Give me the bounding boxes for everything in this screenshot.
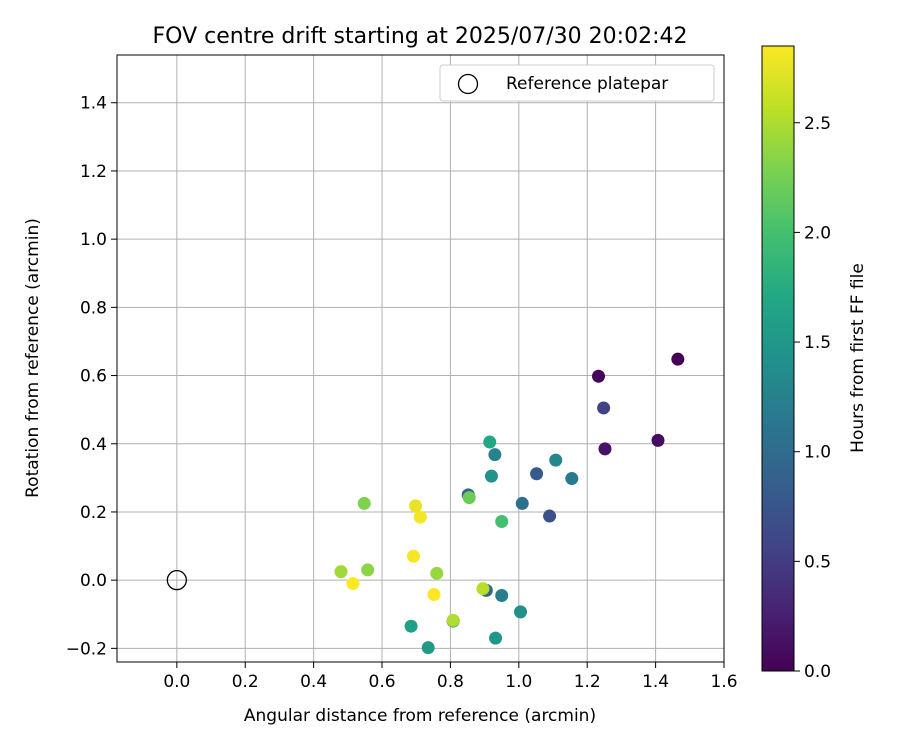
legend: Reference platepar bbox=[439, 64, 715, 102]
colorbar-tick-label: 0.5 bbox=[804, 552, 831, 572]
x-axis-label: Angular distance from reference (arcmin) bbox=[244, 706, 596, 726]
data-point bbox=[361, 563, 375, 577]
data-point bbox=[404, 619, 418, 633]
data-point bbox=[565, 472, 579, 486]
chart-title: FOV centre drift starting at 2025/07/30 … bbox=[153, 24, 688, 49]
data-point bbox=[346, 577, 360, 591]
data-point bbox=[421, 641, 435, 655]
colorbar-tick-label: 2.0 bbox=[804, 223, 831, 243]
y-tick-label: 1.2 bbox=[80, 162, 107, 182]
grid bbox=[117, 55, 725, 662]
data-point bbox=[409, 499, 423, 513]
data-point bbox=[671, 352, 685, 366]
colorbar-ticks: 0.0 0.5 1.0 1.5 2.0 2.5 bbox=[794, 114, 831, 682]
colorbar-label: Hours from first FF file bbox=[848, 263, 868, 453]
data-point bbox=[413, 510, 427, 524]
data-point bbox=[430, 566, 444, 580]
data-point bbox=[488, 448, 502, 462]
data-point bbox=[549, 453, 563, 467]
reference-platepar-marker bbox=[166, 570, 187, 591]
y-tick-label: 1.0 bbox=[80, 230, 107, 250]
data-point bbox=[427, 587, 441, 601]
y-tick-label: 0.4 bbox=[80, 435, 107, 455]
data-point bbox=[651, 433, 665, 447]
colorbar-tick-label: 1.0 bbox=[804, 443, 831, 463]
data-point bbox=[476, 582, 490, 596]
colorbar-tick-label: 0.0 bbox=[804, 662, 831, 682]
data-point bbox=[406, 549, 420, 563]
data-point bbox=[357, 496, 371, 510]
y-tick-label: 0.8 bbox=[80, 298, 107, 318]
axis-ticks: 0.0 0.2 0.4 0.6 0.8 1.0 1.2 1.4 1.6 −0.2 0.0 0.2 0.4… bbox=[66, 94, 738, 692]
colorbar-tick-label: 1.5 bbox=[804, 333, 831, 353]
data-point bbox=[446, 613, 460, 627]
data-point bbox=[543, 509, 557, 523]
x-tick-label: 1.6 bbox=[710, 672, 737, 692]
data-point bbox=[489, 631, 503, 645]
x-tick-label: 0.6 bbox=[369, 672, 396, 692]
data-point bbox=[484, 469, 498, 483]
data-point bbox=[514, 605, 528, 619]
x-tick-label: 1.4 bbox=[642, 672, 669, 692]
y-tick-label: 0.2 bbox=[80, 503, 107, 523]
data-point bbox=[495, 589, 509, 603]
colorbar: 0.0 0.5 1.0 1.5 2.0 2.5 Hours from first FF f… bbox=[761, 45, 868, 682]
x-tick-label: 0.2 bbox=[232, 672, 259, 692]
legend-reference-label: Reference platepar bbox=[506, 74, 668, 94]
scatter-points bbox=[166, 352, 685, 655]
data-point bbox=[483, 435, 497, 449]
data-point bbox=[495, 515, 509, 529]
data-point bbox=[598, 442, 612, 456]
colorbar-tick-label: 2.5 bbox=[804, 114, 831, 134]
x-tick-label: 1.0 bbox=[505, 672, 532, 692]
plot-frame bbox=[116, 54, 725, 663]
y-tick-label: 1.4 bbox=[80, 94, 107, 114]
x-tick-label: 0.8 bbox=[437, 672, 464, 692]
data-point bbox=[334, 565, 348, 579]
y-tick-label: −0.2 bbox=[66, 639, 107, 659]
colorbar-gradient bbox=[761, 45, 795, 672]
data-point bbox=[591, 369, 605, 383]
legend-reference-marker bbox=[457, 73, 479, 95]
y-axis-label: Rotation from reference (arcmin) bbox=[23, 218, 43, 498]
x-tick-label: 1.2 bbox=[574, 672, 601, 692]
data-point bbox=[515, 496, 529, 510]
x-tick-label: 0.4 bbox=[300, 672, 327, 692]
x-tick-label: 0.0 bbox=[163, 672, 190, 692]
legend-box bbox=[439, 64, 715, 102]
y-tick-label: 0.0 bbox=[80, 571, 107, 591]
data-point bbox=[462, 491, 476, 505]
data-point bbox=[530, 467, 544, 481]
y-tick-label: 0.6 bbox=[80, 367, 107, 387]
data-point bbox=[597, 401, 611, 415]
